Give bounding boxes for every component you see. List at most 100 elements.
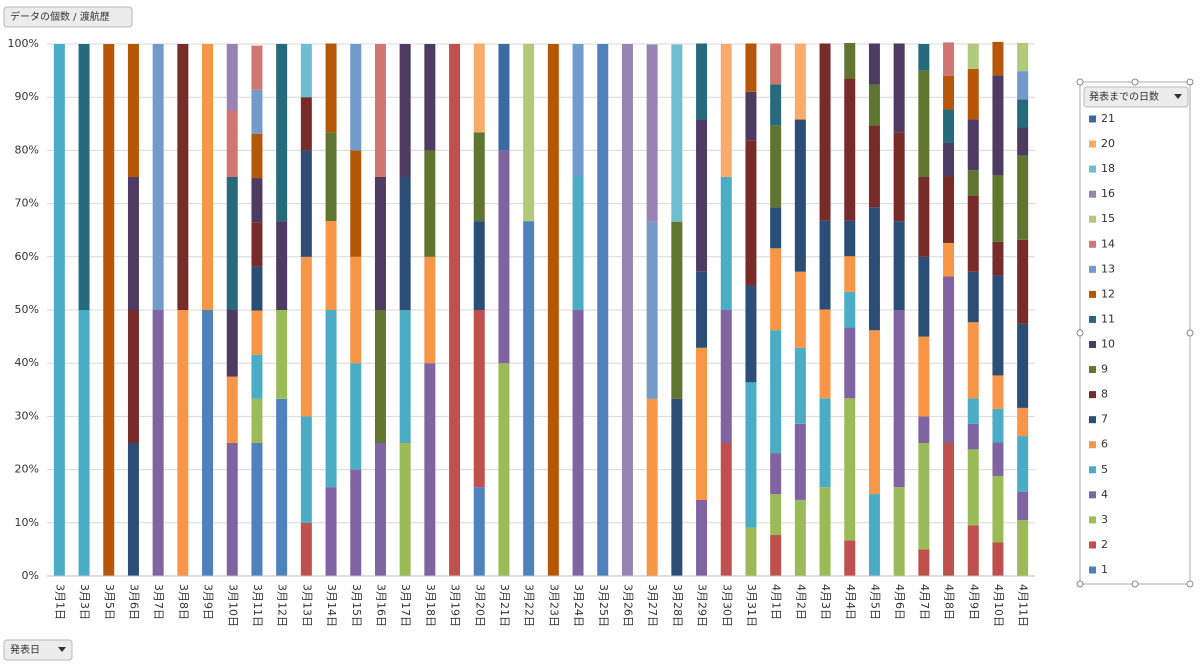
bar-segment [300, 97, 312, 151]
y-tick-label: 70% [15, 197, 39, 210]
bar-segment [844, 327, 856, 399]
bar-segment [498, 150, 510, 364]
bar-segment [918, 44, 930, 71]
bar-segment [794, 347, 806, 424]
x-tick-label: 3月10日 [226, 584, 239, 627]
x-tick-label: 3月11日 [251, 584, 264, 627]
bar-segment [696, 43, 708, 120]
bar-segment [943, 42, 955, 76]
bar-segment [572, 310, 584, 576]
legend-label: 21 [1101, 112, 1115, 125]
bar-segment [893, 132, 905, 222]
legend-title: 発表までの日数 [1089, 90, 1159, 103]
bar-segment [350, 256, 362, 364]
bar-segment [696, 347, 708, 500]
bar-segment [473, 487, 485, 576]
bar-segment [770, 248, 782, 331]
legend-swatch [1089, 115, 1096, 123]
bar-segment [1017, 407, 1029, 437]
legend-label: 16 [1101, 187, 1115, 200]
bar-segment [226, 110, 238, 177]
bar-segment [152, 310, 164, 576]
bar-segment [1017, 323, 1029, 408]
x-tick-label: 4月5日 [868, 584, 881, 620]
bar-segment [1017, 491, 1029, 521]
bar-segment [943, 443, 955, 576]
legend-label: 11 [1101, 312, 1115, 325]
bar-segment [918, 256, 930, 337]
bar-segment [350, 150, 362, 257]
bar-segment [177, 44, 189, 310]
bar-segment [226, 443, 238, 576]
bar-segment [251, 178, 263, 223]
bar-segment [943, 142, 955, 177]
bar-segment [794, 499, 806, 576]
bar-segment [868, 330, 880, 495]
bar-segment [819, 398, 831, 488]
legend-swatch [1089, 215, 1096, 223]
bar-segment [770, 207, 782, 249]
x-tick-label: 3月8日 [177, 584, 190, 620]
legend-label: 8 [1101, 388, 1108, 401]
y-tick-label: 30% [15, 409, 39, 422]
bar-segment [424, 256, 436, 364]
legend-swatch [1089, 165, 1096, 173]
bar-segment [78, 44, 90, 310]
bar-segment [844, 78, 856, 221]
x-tick-label: 4月11日 [1017, 584, 1030, 627]
bar-segment [1017, 42, 1029, 72]
x-tick-label: 3月13日 [300, 584, 313, 627]
bar-segment [1017, 436, 1029, 492]
legend-swatch [1089, 240, 1096, 248]
bar-segment [226, 310, 238, 377]
legend-swatch [1089, 341, 1096, 348]
legend-swatch [1089, 516, 1096, 524]
selection-handle [1131, 78, 1139, 86]
bar-segment [918, 416, 930, 443]
bar-segment [992, 542, 1004, 576]
bar-segment [770, 330, 782, 454]
x-tick-label: 3月12日 [276, 584, 289, 627]
legend-label: 1 [1101, 563, 1108, 576]
bar-segment [868, 43, 880, 85]
legend-frame [1079, 81, 1191, 585]
legend-swatch [1089, 290, 1096, 298]
legend-title-button[interactable]: 発表までの日数 [1083, 86, 1189, 108]
legend-label: 6 [1101, 438, 1108, 451]
bar-segment [844, 398, 856, 541]
bar-segment [374, 44, 386, 177]
legend-swatch [1089, 416, 1096, 424]
bar-segment [893, 310, 905, 488]
legend-label: 2 [1101, 538, 1108, 551]
data-field-button[interactable]: データの個数 / 渡航歴 [3, 6, 133, 28]
axis-field-button[interactable]: 発表日 [3, 639, 73, 661]
bar-segment [572, 44, 584, 177]
bar-segment [53, 44, 65, 576]
bar-segment [424, 44, 436, 151]
bar-segment [374, 443, 386, 576]
x-tick-label: 3月3日 [78, 584, 91, 620]
bar-segment [473, 310, 485, 488]
legend-swatch [1089, 441, 1096, 449]
x-tick-label: 4月4日 [844, 584, 857, 620]
bar-segment [127, 443, 139, 576]
x-tick-label: 3月28日 [671, 584, 684, 627]
bar-segment [918, 549, 930, 576]
bar-segment [127, 177, 139, 310]
bar-segment [300, 256, 312, 417]
bar-segment [424, 363, 436, 576]
button-frame [3, 6, 133, 28]
bar-segment [967, 423, 979, 450]
bar-segment [473, 43, 485, 133]
x-tick-label: 4月1日 [770, 584, 783, 620]
bar-segment [374, 310, 386, 443]
legend-swatch [1089, 491, 1096, 499]
bar-segment [893, 487, 905, 576]
bar-segment [943, 75, 955, 110]
bar-segment [251, 222, 263, 267]
selection-handle [1186, 580, 1194, 588]
bar-segment [992, 175, 1004, 242]
bar-segment [967, 525, 979, 576]
x-tick-label: 3月15日 [350, 584, 363, 627]
bar-segment [498, 363, 510, 576]
